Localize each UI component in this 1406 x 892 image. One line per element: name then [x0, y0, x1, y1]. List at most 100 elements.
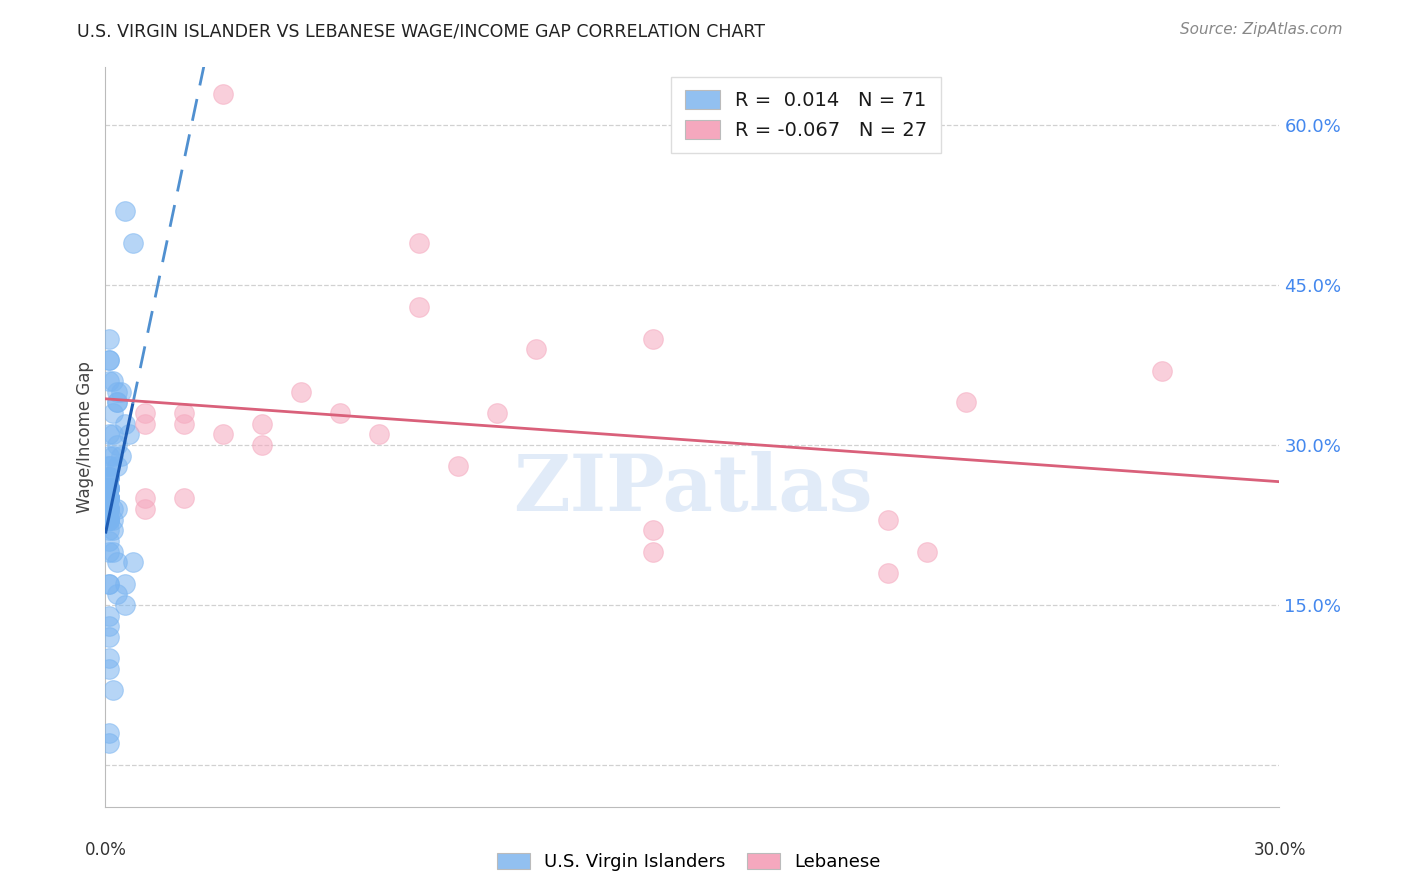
Point: [103, 502, 125, 516]
Point: [98, 459, 121, 474]
Text: 0.0%: 0.0%: [84, 840, 127, 859]
Point: [408, 300, 430, 314]
Point: [98, 533, 121, 548]
Point: [98, 481, 121, 495]
Point: [98, 470, 121, 484]
Point: [290, 384, 312, 399]
Point: [98, 481, 121, 495]
Point: [103, 374, 125, 388]
Point: [134, 502, 156, 516]
Point: [114, 598, 136, 612]
Point: [211, 427, 233, 442]
Point: [98, 470, 121, 484]
Point: [98, 513, 121, 527]
Text: U.S. VIRGIN ISLANDER VS LEBANESE WAGE/INCOME GAP CORRELATION CHART: U.S. VIRGIN ISLANDER VS LEBANESE WAGE/IN…: [77, 22, 765, 40]
Point: [98, 576, 121, 591]
Point: [250, 438, 273, 452]
Point: [98, 491, 121, 506]
Point: [105, 502, 128, 516]
Point: [98, 630, 121, 644]
Point: [98, 513, 121, 527]
Point: [98, 513, 121, 527]
Point: [98, 662, 121, 676]
Point: [98, 491, 121, 506]
Point: [446, 459, 468, 474]
Point: [955, 395, 977, 409]
Point: [211, 87, 233, 101]
Point: [105, 395, 128, 409]
Legend: U.S. Virgin Islanders, Lebanese: U.S. Virgin Islanders, Lebanese: [491, 846, 887, 879]
Point: [643, 544, 665, 558]
Point: [103, 544, 125, 558]
Point: [98, 459, 121, 474]
Point: [408, 235, 430, 250]
Point: [98, 481, 121, 495]
Point: [98, 608, 121, 623]
Point: [98, 576, 121, 591]
Point: [98, 502, 121, 516]
Point: [877, 513, 900, 527]
Point: [98, 523, 121, 537]
Point: [105, 459, 128, 474]
Point: [173, 417, 195, 431]
Point: [98, 513, 121, 527]
Point: [110, 384, 132, 399]
Point: [105, 384, 128, 399]
Point: [98, 502, 121, 516]
Point: [98, 427, 121, 442]
Point: [103, 523, 125, 537]
Point: [98, 481, 121, 495]
Point: [98, 736, 121, 750]
Point: [105, 395, 128, 409]
Point: [103, 513, 125, 527]
Legend: R =  0.014   N = 71, R = -0.067   N = 27: R = 0.014 N = 71, R = -0.067 N = 27: [671, 77, 941, 153]
Point: [98, 374, 121, 388]
Point: [103, 449, 125, 463]
Point: [98, 449, 121, 463]
Point: [98, 502, 121, 516]
Point: [121, 235, 143, 250]
Point: [114, 417, 136, 431]
Point: [98, 481, 121, 495]
Point: [98, 491, 121, 506]
Point: [103, 683, 125, 698]
Point: [643, 523, 665, 537]
Point: [134, 417, 156, 431]
Point: [105, 587, 128, 601]
Point: [114, 203, 136, 218]
Point: [103, 406, 125, 420]
Point: [114, 576, 136, 591]
Point: [877, 566, 900, 580]
Point: [98, 651, 121, 665]
Point: [98, 491, 121, 506]
Text: Source: ZipAtlas.com: Source: ZipAtlas.com: [1180, 22, 1343, 37]
Point: [98, 352, 121, 367]
Point: [643, 332, 665, 346]
Point: [98, 470, 121, 484]
Point: [98, 470, 121, 484]
Point: [915, 544, 938, 558]
Point: [485, 406, 508, 420]
Point: [173, 406, 195, 420]
Text: ZIPatlas: ZIPatlas: [513, 450, 872, 527]
Point: [98, 544, 121, 558]
Point: [98, 332, 121, 346]
Y-axis label: Wage/Income Gap: Wage/Income Gap: [76, 361, 94, 513]
Point: [134, 491, 156, 506]
Point: [98, 502, 121, 516]
Point: [98, 491, 121, 506]
Point: [329, 406, 352, 420]
Point: [368, 427, 391, 442]
Point: [121, 555, 143, 569]
Point: [98, 491, 121, 506]
Point: [110, 449, 132, 463]
Point: [250, 417, 273, 431]
Point: [105, 438, 128, 452]
Point: [134, 406, 156, 420]
Point: [98, 725, 121, 739]
Point: [118, 427, 141, 442]
Point: [98, 352, 121, 367]
Point: [98, 619, 121, 633]
Text: 30.0%: 30.0%: [1253, 840, 1306, 859]
Point: [105, 555, 128, 569]
